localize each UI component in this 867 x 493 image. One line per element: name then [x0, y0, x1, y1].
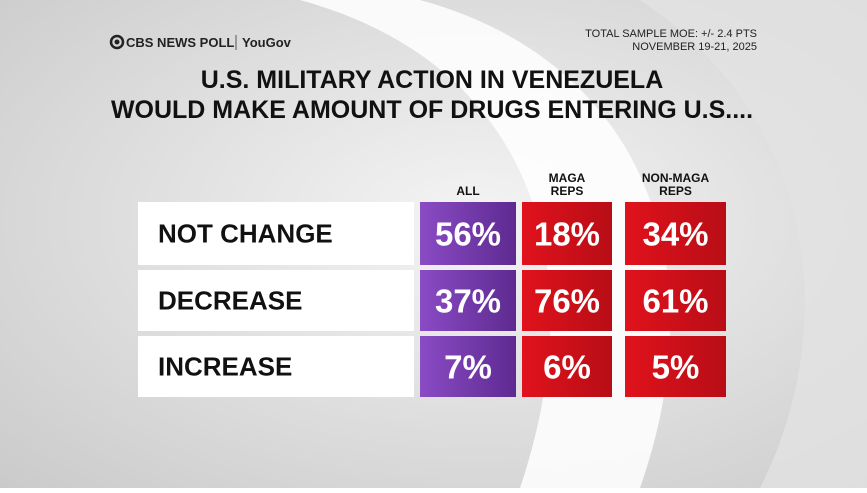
cbs-eye	[109, 34, 125, 50]
cell	[625, 336, 726, 397]
cell	[625, 270, 726, 331]
row-label-box	[138, 202, 414, 265]
cell	[522, 202, 612, 265]
cell-value: 6%	[543, 349, 591, 386]
row-label: DECREASE	[158, 286, 302, 316]
column-header: REPS	[659, 184, 692, 198]
title: U.S. MILITARY ACTION IN VENEZUELA	[201, 66, 664, 94]
partner: YouGov	[242, 35, 292, 50]
column-header: REPS	[551, 184, 584, 198]
brand: CBS NEWS POLL	[126, 35, 234, 50]
cell	[625, 202, 726, 265]
row-label: NOT CHANGE	[158, 219, 333, 249]
cell-value: 18%	[534, 216, 600, 253]
cell-value: 37%	[435, 283, 501, 320]
row-label-box	[138, 270, 414, 331]
row-label: INCREASE	[158, 352, 292, 382]
swoosh	[640, 0, 867, 488]
date: NOVEMBER 19-21, 2025	[632, 41, 757, 53]
title: WOULD MAKE AMOUNT OF DRUGS ENTERING U.S.…	[111, 96, 753, 124]
column-header: NON-MAGA	[642, 171, 710, 185]
cell	[420, 270, 516, 331]
cell-value: 5%	[652, 349, 700, 386]
cell	[420, 202, 516, 265]
cbs-eye	[114, 39, 120, 45]
moe: TOTAL SAMPLE MOE: +/- 2.4 PTS	[585, 28, 757, 40]
cell-value: 7%	[444, 349, 492, 386]
column-header: MAGA	[549, 171, 586, 185]
cell-value: 56%	[435, 216, 501, 253]
cell	[420, 336, 516, 397]
column-header: ALL	[456, 184, 479, 198]
cell-value: 61%	[642, 283, 708, 320]
row-label-box	[138, 336, 414, 397]
cell	[522, 336, 612, 397]
cell	[522, 270, 612, 331]
cell-value: 76%	[534, 283, 600, 320]
cell-value: 34%	[642, 216, 708, 253]
